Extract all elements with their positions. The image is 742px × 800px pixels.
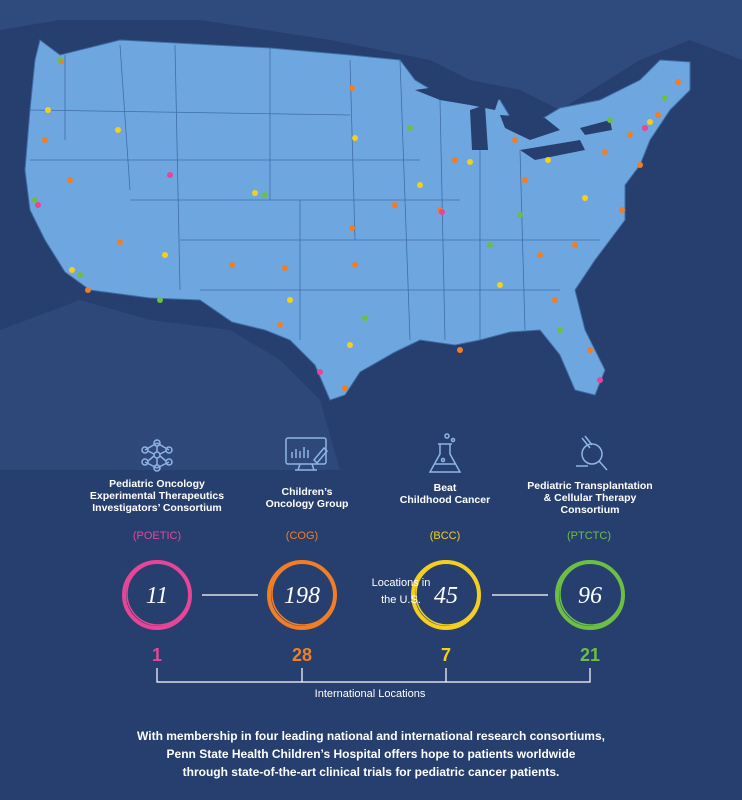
intl-count-poetic: 1 bbox=[151, 645, 162, 665]
intl-count-bcc: 7 bbox=[440, 645, 451, 665]
consortium-name: Children’s Oncology Group bbox=[265, 486, 349, 510]
international-label: International Locations bbox=[270, 688, 470, 700]
locations-row bbox=[122, 560, 625, 630]
intl-count-cog: 28 bbox=[291, 645, 313, 665]
mexico-land bbox=[0, 300, 340, 470]
circle-cog bbox=[267, 560, 337, 630]
consortium-cog: Children’s Oncology Group bbox=[217, 436, 397, 510]
us-locations-label: Locations in the U.S. bbox=[371, 577, 431, 606]
consortium-poetic: Pediatric Oncology Experimental Therapeu… bbox=[67, 438, 247, 514]
intl-count-ptctc: 21 bbox=[579, 645, 601, 665]
us-count-cog: 198 bbox=[284, 582, 320, 609]
great-lakes bbox=[415, 82, 612, 160]
network-icon bbox=[141, 439, 173, 472]
consortium-bcc: Beat Childhood Cancer bbox=[355, 432, 535, 506]
abbr-poetic: (POETIC) bbox=[132, 530, 182, 542]
consortium-ptctc: Pediatric Transplantation & Cellular The… bbox=[500, 432, 680, 516]
circle-ptctc bbox=[555, 560, 625, 630]
location-dots bbox=[32, 57, 681, 391]
circle-poetic bbox=[122, 560, 192, 630]
consortium-name: Beat Childhood Cancer bbox=[399, 482, 491, 506]
microscope-icon bbox=[576, 435, 608, 471]
us-count-bcc: 45 bbox=[434, 582, 458, 609]
flask-icon bbox=[428, 433, 462, 473]
consortium-name: Pediatric Oncology Experimental Therapeu… bbox=[89, 478, 225, 514]
abbr-ptctc: (PTCTC) bbox=[567, 530, 611, 542]
consortium-name: Pediatric Transplantation & Cellular The… bbox=[527, 480, 653, 516]
circle-bcc bbox=[411, 560, 481, 630]
us-count-ptctc: 96 bbox=[578, 582, 602, 609]
footer-text: With membership in four leading national… bbox=[137, 729, 605, 779]
surrounding-land bbox=[0, 0, 742, 110]
intl-bracket bbox=[156, 668, 591, 683]
abbr-cog: (COG) bbox=[285, 530, 319, 542]
us-count-poetic: 11 bbox=[145, 582, 169, 609]
state-borders bbox=[29, 44, 600, 341]
chart-monitor-icon bbox=[285, 437, 329, 471]
abbr-bcc: (BCC) bbox=[429, 530, 461, 542]
us-map bbox=[0, 0, 742, 470]
